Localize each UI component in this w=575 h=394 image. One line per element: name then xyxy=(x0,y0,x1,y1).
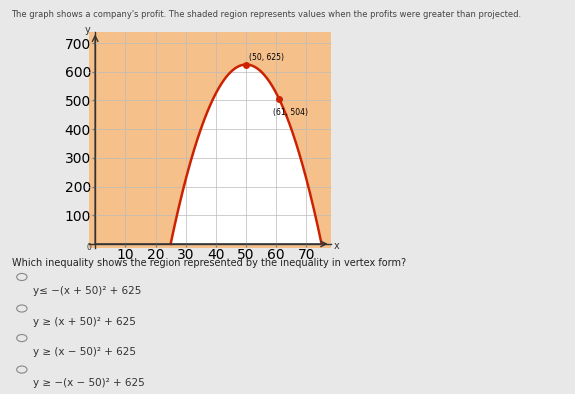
Text: y≤ −(x + 50)² + 625: y≤ −(x + 50)² + 625 xyxy=(33,286,141,296)
Text: 0: 0 xyxy=(86,243,91,252)
Text: y ≥ (x − 50)² + 625: y ≥ (x − 50)² + 625 xyxy=(33,347,136,357)
Text: y ≥ (x + 50)² + 625: y ≥ (x + 50)² + 625 xyxy=(33,317,136,327)
Text: Which inequality shows the region represented by the inequality in vertex form?: Which inequality shows the region repres… xyxy=(12,258,405,268)
Text: (50, 625): (50, 625) xyxy=(249,53,284,62)
Text: y: y xyxy=(85,25,90,35)
Text: x: x xyxy=(334,241,339,251)
Text: y ≥ −(x − 50)² + 625: y ≥ −(x − 50)² + 625 xyxy=(33,378,145,388)
Text: The graph shows a company's profit. The shaded region represents values when the: The graph shows a company's profit. The … xyxy=(12,10,522,19)
Text: (61, 504): (61, 504) xyxy=(273,108,308,117)
